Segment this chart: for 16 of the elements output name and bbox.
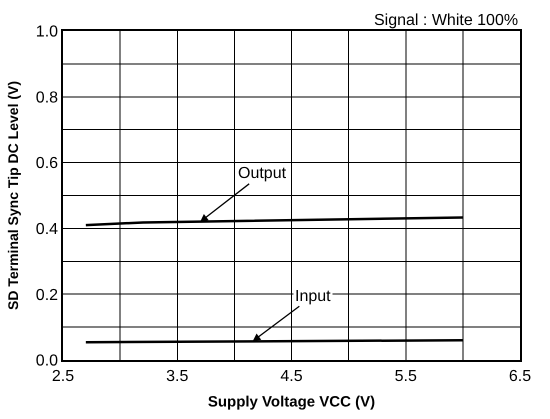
x-tick-label: 5.5 bbox=[394, 368, 417, 385]
y-tick-label: 0.4 bbox=[36, 221, 58, 238]
x-tick-label: 2.5 bbox=[52, 368, 74, 385]
x-axis-title: Supply Voltage VCC (V) bbox=[208, 393, 376, 410]
annotation: Output bbox=[238, 165, 287, 182]
x-tick-label: 6.5 bbox=[508, 368, 532, 385]
text: Signal : White 100% bbox=[374, 12, 518, 29]
y-tick-label: 0.2 bbox=[36, 286, 58, 304]
y-axis-title: SD Terminal Sync Tip DC Level (V) bbox=[4, 81, 21, 310]
x-tick-label: 4.5 bbox=[280, 368, 303, 385]
y-tick-label: 0.6 bbox=[36, 155, 58, 172]
x-tick-label: 3.5 bbox=[166, 368, 188, 385]
y-tick-label: 1.0 bbox=[36, 24, 58, 41]
y-tick-label: 0.8 bbox=[36, 89, 58, 106]
annotation: Input bbox=[295, 288, 332, 305]
y-tick-label: 0.0 bbox=[36, 352, 58, 370]
